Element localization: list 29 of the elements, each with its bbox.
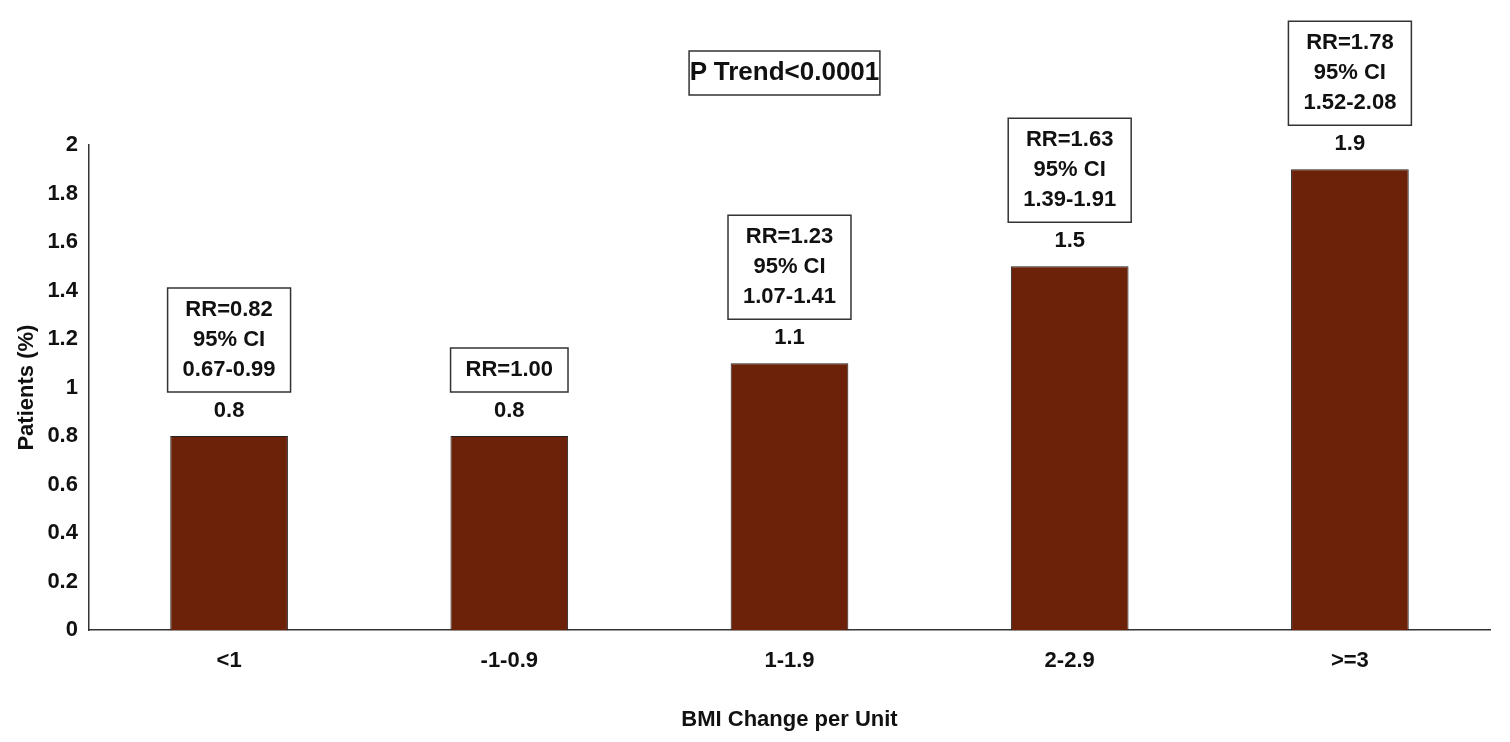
y-tick-label: 1.2	[47, 325, 78, 351]
x-tick-label: 1-1.9	[764, 647, 815, 673]
annotation: RR=1.63 95% CI 1.39-1.91	[1023, 126, 1117, 212]
y-tick-label: 2	[65, 131, 78, 157]
y-tick-label: 1.6	[47, 228, 78, 254]
data-label: 1.5	[1054, 227, 1085, 253]
y-tick-label: 1.8	[47, 179, 78, 205]
y-tick-label: 1.4	[47, 276, 79, 302]
data-label: 0.8	[213, 397, 245, 423]
text: P Trend<0.0001	[689, 56, 880, 87]
x-tick-label: >=3	[1330, 647, 1369, 673]
x-axis-title: BMI Change per Unit	[681, 705, 899, 731]
y-tick-label: 0	[65, 616, 78, 642]
data-label: 0.8	[493, 397, 525, 423]
annotation: RR=1.23 95% CI 1.07-1.41	[743, 223, 836, 309]
text: RR=1.78 95% CI 1.52-2.08	[1303, 29, 1397, 115]
data-label: 1.9	[1334, 130, 1366, 156]
y-tick-label: 0.8	[47, 422, 78, 448]
y-tick-label: 1	[65, 373, 78, 399]
y-tick-label: 0.2	[47, 567, 78, 593]
y-tick-label: 0.6	[47, 470, 78, 496]
annotation: RR=0.82 95% CI 0.67-0.99	[182, 296, 276, 382]
x-tick-label: 2-2.9	[1044, 647, 1095, 673]
data-label: 1.1	[774, 324, 805, 350]
y-tick-label: 0.4	[47, 519, 79, 545]
x-tick-label: -1-0.9	[480, 647, 539, 673]
annotation: RR=1.00	[465, 356, 554, 382]
x-tick-label: <1	[216, 647, 242, 673]
y-axis-title: Patients (%)	[13, 324, 39, 451]
